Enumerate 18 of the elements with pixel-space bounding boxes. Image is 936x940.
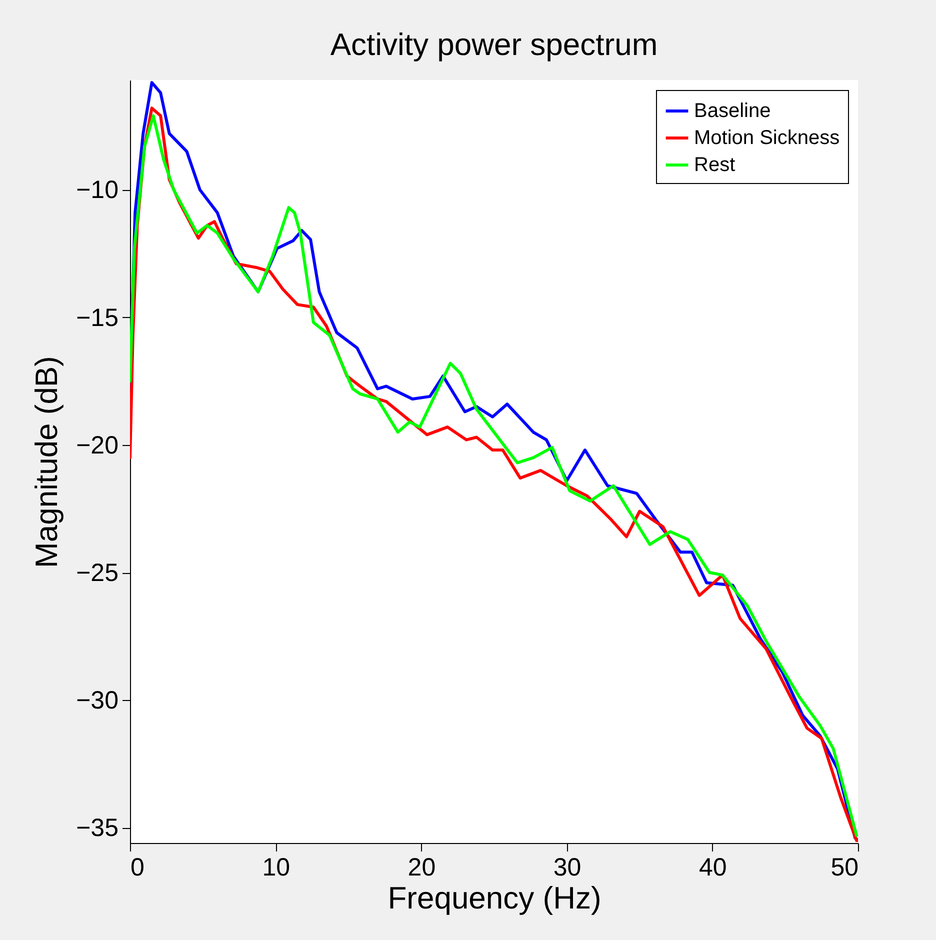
x-tick-label: 40	[698, 854, 727, 882]
legend-label: Motion Sickness	[694, 127, 840, 149]
y-tick-label: −30	[76, 686, 118, 715]
y-axis-title: Magnitude (dB)	[29, 356, 64, 568]
legend-label: Rest	[694, 154, 736, 176]
y-tick-label: −25	[76, 559, 118, 588]
x-tick-label: 10	[262, 854, 290, 882]
x-tick-label: 20	[408, 854, 436, 882]
y-tick-label: −35	[76, 814, 118, 842]
chart-title: Activity power spectrum	[330, 27, 658, 62]
y-tick-label: −15	[76, 304, 118, 332]
y-tick-label: −20	[76, 431, 118, 460]
legend-label: Baseline	[694, 100, 771, 122]
y-tick-label: −10	[76, 176, 118, 204]
x-tick-label: 30	[553, 854, 582, 882]
x-tick-label: 50	[830, 854, 858, 882]
x-tick-label: 0	[130, 854, 144, 882]
x-axis-title: Frequency (Hz)	[388, 880, 602, 916]
